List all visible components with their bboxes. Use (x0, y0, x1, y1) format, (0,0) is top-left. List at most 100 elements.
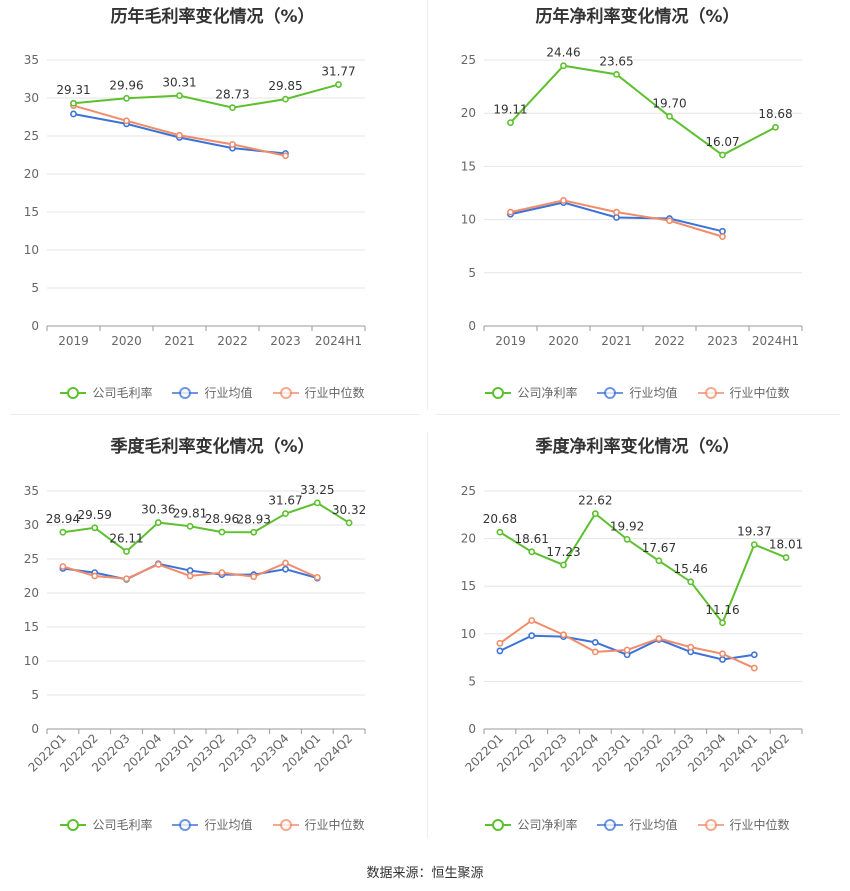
legend-label: 行业均值 (629, 818, 678, 832)
data-label: 17.23 (546, 545, 580, 559)
legend-item-industry-median-series[interactable]: 行业中位数 (272, 816, 365, 833)
industry-median-series (59, 559, 321, 583)
data-point (719, 233, 726, 241)
data-point (613, 208, 620, 216)
data-point (560, 631, 567, 639)
chart-title: 历年净利率变化情况（%） (535, 7, 740, 27)
data-point (528, 617, 536, 624)
legend-item-industry-average-series[interactable]: 行业均值 (597, 816, 678, 833)
legend-marker-icon (697, 818, 724, 831)
y-tick-label: 10 (461, 627, 476, 641)
data-label: 19.70 (652, 96, 686, 110)
y-tick-label: 30 (24, 91, 39, 105)
legend-item-industry-average-series[interactable]: 行业均值 (597, 384, 678, 401)
data-point (496, 528, 504, 536)
legend-item-industry-median-series[interactable]: 行业中位数 (272, 384, 365, 401)
legend-label: 行业中位数 (304, 386, 365, 400)
industry-median-series (70, 102, 289, 160)
legend-label: 行业中位数 (729, 818, 790, 832)
legend-label: 公司毛利率 (92, 818, 153, 832)
data-label: 28.93 (237, 512, 271, 526)
data-label: 29.85 (268, 79, 302, 93)
data-point (623, 646, 631, 654)
legend-label: 公司净利率 (517, 386, 578, 400)
data-point (655, 635, 663, 642)
legend-item-industry-average-series[interactable]: 行业均值 (172, 384, 253, 401)
data-point (70, 110, 77, 118)
chart-svg: 05101520252022Q12022Q22022Q32022Q42023Q1… (461, 484, 804, 775)
company-series (496, 510, 790, 627)
data-label: 29.81 (173, 506, 207, 520)
legend-marker-icon (272, 818, 299, 831)
x-tick-label: 2020 (111, 334, 142, 348)
data-point (719, 227, 726, 235)
data-label: 29.59 (78, 508, 112, 522)
data-point (91, 524, 99, 532)
x-tick-label: 2020 (548, 334, 579, 348)
data-point (719, 619, 726, 627)
vertical-divider (427, 432, 428, 838)
legend-item-industry-median-series[interactable]: 行业中位数 (697, 816, 790, 833)
chart-quarterly-net-margin: 季度净利率变化情况（%） 0 5 10 15 20 25 2022Q1 2022Q2 2022Q3… (425, 430, 850, 860)
series-line (62, 501, 350, 553)
legend-item-company-series[interactable]: 公司毛利率 (60, 384, 152, 401)
legend-item-company-series[interactable]: 公司毛利率 (60, 816, 152, 833)
data-point (750, 541, 758, 548)
x-tick-label: 2019 (58, 334, 89, 348)
x-tick-label: 2024H1 (752, 334, 799, 348)
legend-marker-icon (272, 386, 299, 399)
chart-quarterly-gross-margin: 季度毛利率变化情况（%） 0 5 10 15 20 25 30 35 2022Q1 2022Q2 20… (0, 430, 425, 860)
data-point (250, 528, 258, 536)
data-label: 28.96 (205, 512, 239, 526)
data-label: 28.73 (215, 88, 249, 102)
series-line (499, 619, 755, 669)
y-tick-label: 10 (24, 654, 39, 668)
y-tick-label: 5 (31, 281, 39, 295)
chart-title: 历年毛利率变化情况（%） (110, 7, 315, 27)
legend-item-company-series[interactable]: 公司净利率 (485, 816, 577, 833)
data-label: 26.11 (109, 531, 143, 545)
data-label: 30.31 (162, 76, 196, 90)
chart-legend: 公司净利率 行业均值 行业中位数 (425, 384, 850, 401)
y-tick-label: 25 (24, 552, 39, 566)
data-label: 29.31 (56, 83, 90, 97)
y-tick-label: 15 (24, 205, 39, 219)
legend-item-industry-average-series[interactable]: 行业均值 (172, 816, 253, 833)
data-label: 19.37 (737, 525, 771, 539)
data-point (507, 119, 514, 127)
data-point (250, 573, 258, 581)
chart-title: 季度净利率变化情况（%） (535, 437, 740, 457)
y-tick-label: 0 (468, 722, 476, 736)
data-point (507, 208, 514, 216)
industry-average-series (496, 632, 758, 663)
x-tick-label: 2022 (654, 334, 685, 348)
legend-label: 行业均值 (629, 386, 678, 400)
data-label: 20.68 (483, 512, 517, 526)
legend-item-industry-median-series[interactable]: 行业中位数 (697, 384, 790, 401)
data-point (687, 578, 695, 586)
data-label: 23.65 (599, 54, 633, 68)
data-point (282, 559, 289, 567)
legend-item-company-series[interactable]: 公司净利率 (485, 384, 577, 401)
y-tick-label: 20 (24, 586, 39, 600)
data-label: 30.32 (332, 503, 366, 517)
legend-label: 公司净利率 (517, 818, 578, 832)
company-series (59, 499, 353, 555)
x-tick-label: 2023 (270, 334, 301, 348)
y-tick-label: 15 (461, 579, 476, 593)
y-tick-label: 25 (24, 129, 39, 143)
data-point (655, 557, 663, 565)
chart-legend: 公司净利率 行业均值 行业中位数 (425, 816, 850, 833)
data-point (528, 548, 536, 556)
data-point (176, 131, 183, 139)
data-point (772, 123, 779, 131)
vertical-divider (427, 0, 428, 410)
x-tick-label: 2024H1 (315, 334, 362, 348)
data-point (591, 510, 599, 518)
data-point (591, 638, 599, 646)
y-tick-label: 25 (461, 484, 476, 498)
chart-title: 季度毛利率变化情况（%） (110, 437, 315, 457)
y-tick-label: 30 (24, 518, 39, 532)
data-label: 31.67 (268, 494, 302, 508)
data-point (560, 62, 567, 70)
